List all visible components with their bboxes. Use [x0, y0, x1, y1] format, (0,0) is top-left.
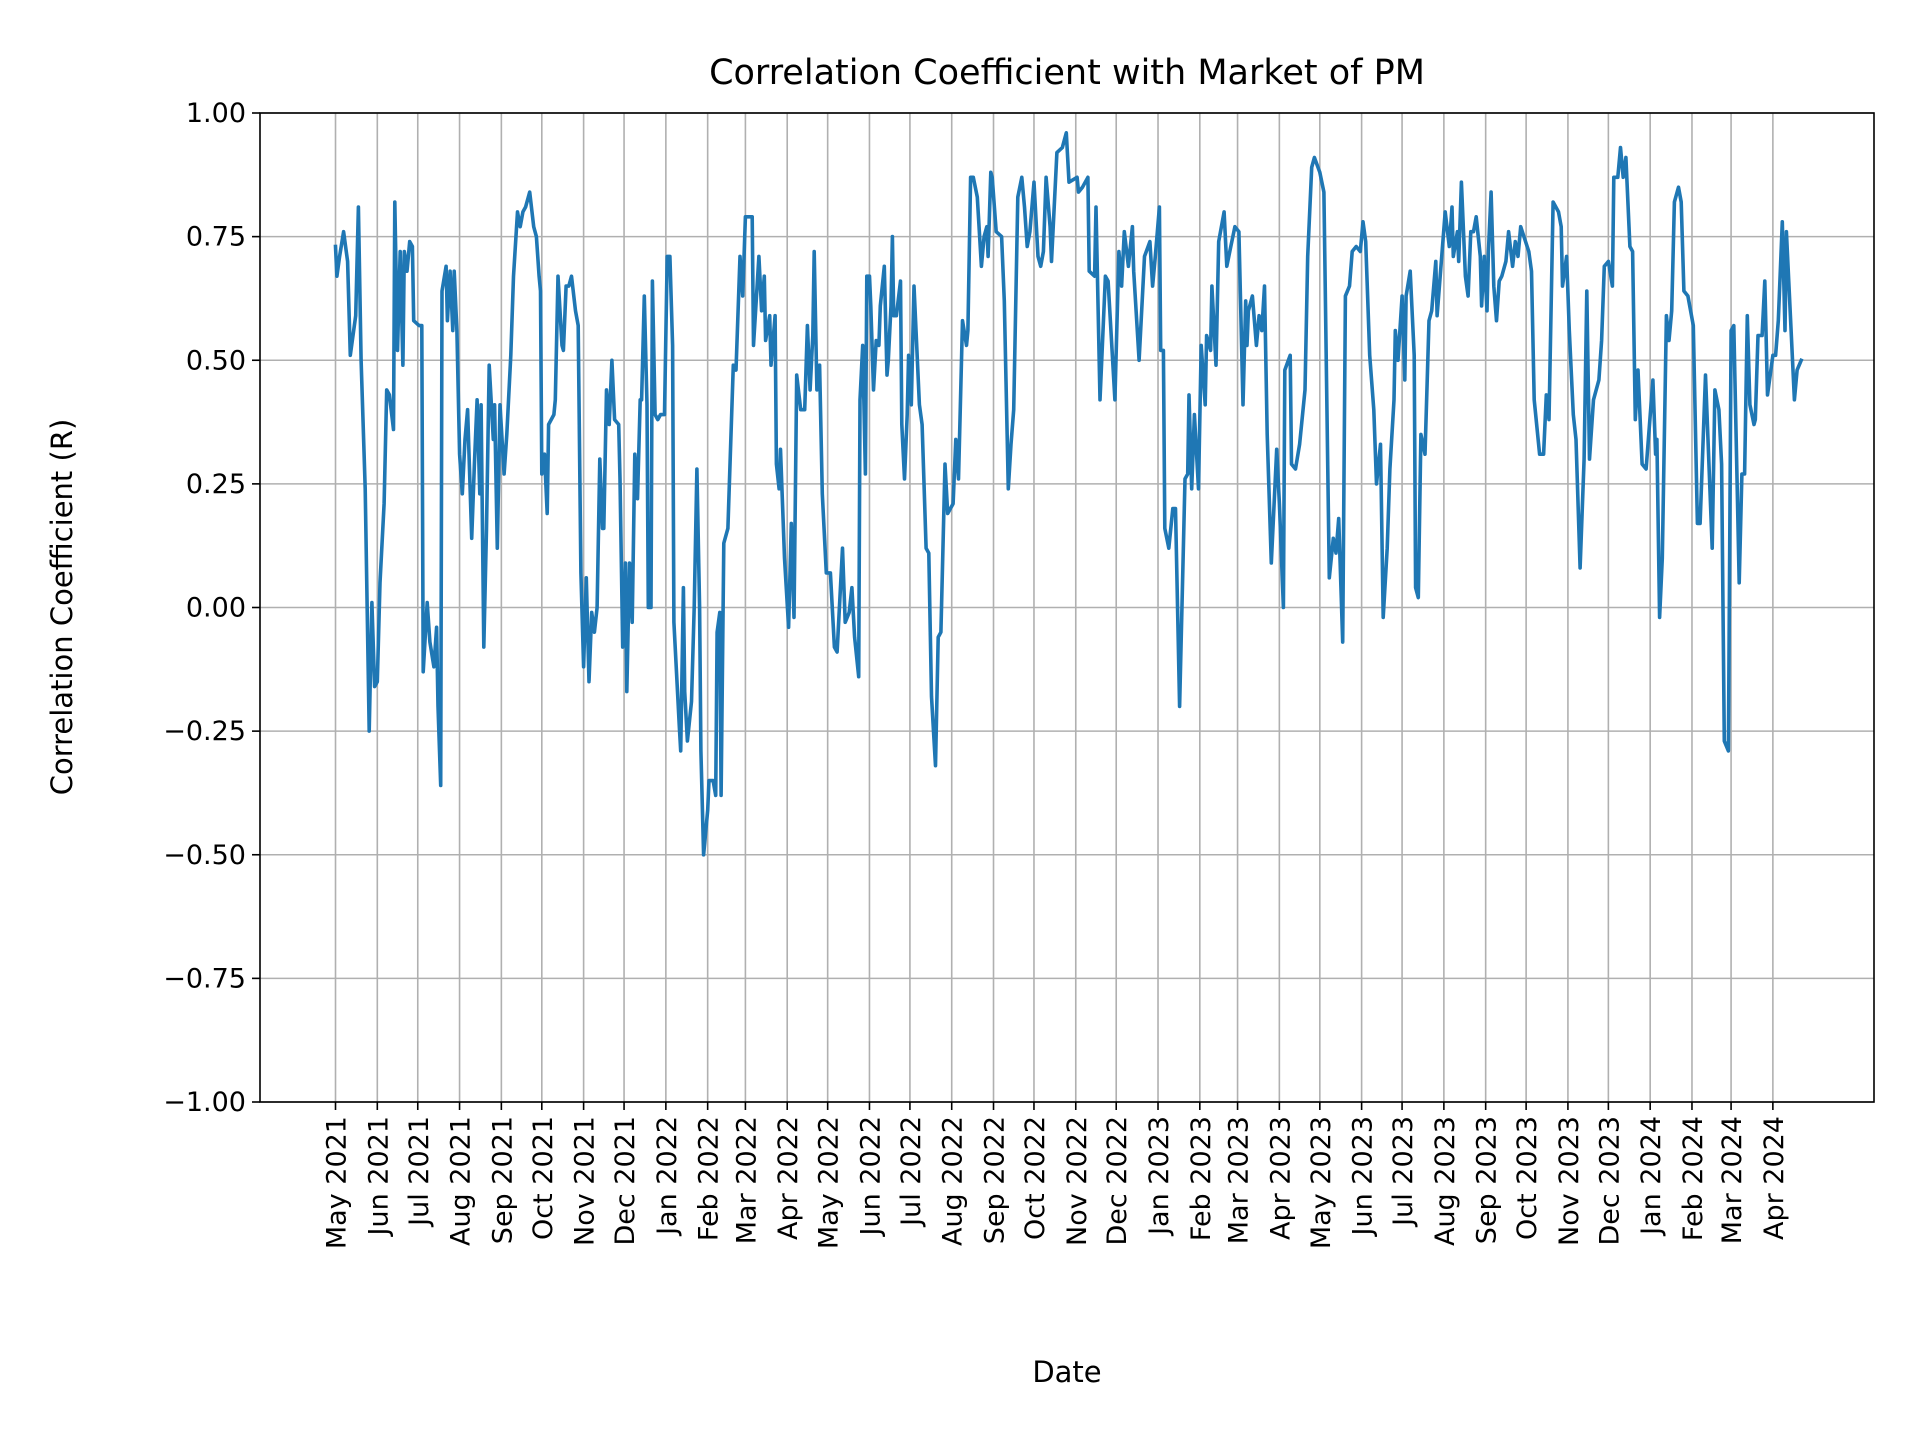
- x-tick-label: Feb 2022: [694, 1116, 725, 1241]
- x-tick-label: Jan 2024: [1636, 1116, 1667, 1237]
- x-tick-label: Dec 2021: [610, 1116, 641, 1246]
- x-tick-label: Aug 2021: [446, 1116, 477, 1246]
- x-tick-label: May 2022: [814, 1116, 845, 1249]
- x-tick-label: Feb 2023: [1186, 1116, 1217, 1241]
- y-tick-label: 0.00: [186, 593, 246, 624]
- x-tick-label: Mar 2022: [731, 1116, 762, 1244]
- x-tick-label: Jul 2021: [404, 1116, 435, 1228]
- x-tick-label: Jul 2023: [1388, 1116, 1419, 1228]
- x-tick-label: May 2021: [322, 1116, 353, 1249]
- series-layer: [333, 131, 1804, 857]
- x-tick-label: Apr 2022: [773, 1116, 804, 1240]
- x-tick-label: Nov 2022: [1062, 1116, 1093, 1246]
- x-tick-label: Jan 2022: [652, 1116, 683, 1237]
- y-tick-label: −0.25: [163, 716, 246, 747]
- x-tick-label: May 2023: [1306, 1116, 1337, 1249]
- x-tick-label: Jun 2023: [1348, 1116, 1379, 1237]
- x-tick-label: Feb 2024: [1678, 1116, 1709, 1241]
- x-axis-label: Date: [1032, 1355, 1101, 1389]
- x-tick-label: Sep 2023: [1472, 1116, 1503, 1244]
- y-tick-label: −1.00: [163, 1087, 246, 1118]
- x-axis: May 2021 Jun 2021 Jul 2021 Aug 2021 Sep 2021…: [322, 1102, 1790, 1249]
- x-tick-label: Mar 2024: [1717, 1116, 1748, 1244]
- chart-title: Correlation Coefficient with Market of P…: [709, 53, 1425, 93]
- y-tick-label: 0.25: [186, 469, 246, 500]
- x-tick-label: Aug 2023: [1430, 1116, 1461, 1246]
- x-tick-label: Sep 2022: [980, 1116, 1011, 1244]
- series-line: [333, 131, 1804, 857]
- y-axis: −1.00 −0.75 −0.50 −0.25 0.00 0.25 0.50 0.75 1.00: [163, 98, 260, 1118]
- x-tick-label: Jun 2022: [855, 1116, 886, 1237]
- x-tick-label: Mar 2023: [1224, 1116, 1255, 1244]
- x-tick-label: Jan 2023: [1144, 1116, 1175, 1237]
- y-tick-label: 1.00: [186, 98, 246, 129]
- x-tick-label: Dec 2023: [1594, 1116, 1625, 1246]
- x-tick-label: Sep 2021: [487, 1116, 518, 1244]
- x-tick-label: Nov 2021: [570, 1116, 601, 1246]
- x-tick-label: Oct 2022: [1020, 1116, 1051, 1240]
- x-tick-label: Oct 2021: [528, 1116, 559, 1240]
- y-tick-label: 0.50: [186, 345, 246, 376]
- x-tick-label: Jul 2022: [896, 1116, 927, 1228]
- y-tick-label: −0.75: [163, 963, 246, 994]
- y-tick-label: −0.50: [163, 840, 246, 871]
- y-tick-label: 0.75: [186, 222, 246, 253]
- x-tick-label: Aug 2022: [938, 1116, 969, 1246]
- x-tick-label: Apr 2024: [1759, 1116, 1790, 1240]
- x-tick-label: Nov 2023: [1554, 1116, 1585, 1246]
- x-tick-label: Dec 2022: [1102, 1116, 1133, 1246]
- y-axis-label: Correlation Coefficient (R): [45, 419, 79, 796]
- x-tick-label: Jun 2021: [363, 1116, 394, 1237]
- x-tick-label: Oct 2023: [1512, 1116, 1543, 1240]
- x-tick-label: Apr 2023: [1265, 1116, 1296, 1240]
